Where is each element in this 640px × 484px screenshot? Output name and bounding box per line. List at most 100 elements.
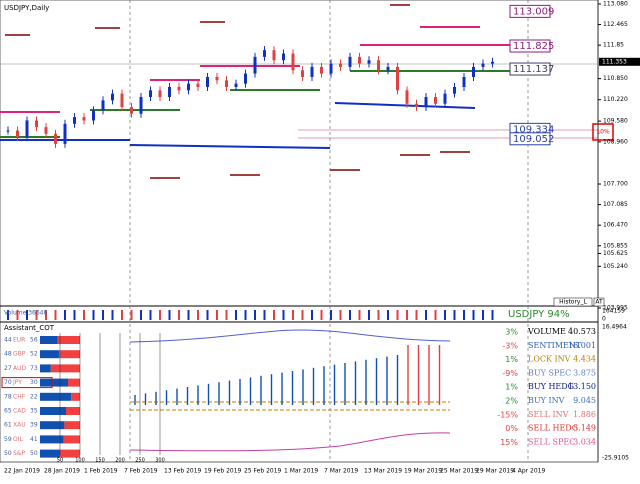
y-tick-label: 108.960 [603, 138, 628, 145]
candle [111, 93, 114, 101]
candle [405, 90, 409, 104]
y-tick-label: 110.850 [603, 75, 628, 82]
x-tick-label: 29 Mar 2019 [476, 468, 514, 475]
stat-name: VOLUME [527, 327, 566, 336]
x-tick-label: 13 Mar 2019 [364, 468, 402, 475]
x-tick-label: 13 Feb 2019 [164, 468, 202, 475]
volume-bar [387, 310, 389, 320]
volume-bar [102, 310, 104, 320]
candle [301, 70, 304, 77]
candle [472, 66, 475, 77]
y-tick-label: 109.580 [603, 118, 628, 125]
volume-bar [244, 310, 247, 320]
row-name: GBP [13, 351, 26, 358]
volume-bar [415, 310, 418, 320]
x-tick-label: 25 Feb 2019 [244, 468, 282, 475]
row-long: 59 [4, 436, 12, 443]
candle [92, 110, 95, 121]
candle [443, 93, 447, 104]
volume-bar [111, 310, 114, 320]
row-name: CAD [13, 408, 26, 415]
candle [225, 80, 228, 87]
candle [434, 97, 437, 104]
volume-bar [482, 310, 484, 320]
row-name: AUD [13, 365, 26, 372]
volume-bar [349, 310, 351, 320]
y-tick-label: 105.240 [603, 263, 628, 270]
stat-value: 40.573 [568, 327, 596, 336]
row-name: XAU [13, 422, 26, 429]
candle [329, 63, 333, 74]
current-price-box [599, 57, 640, 66]
button-label[interactable]: History_L [559, 299, 587, 306]
price-label: 111.825 [513, 41, 554, 52]
volume-bar [206, 310, 209, 320]
x-tick-label: 7 Mar 2019 [324, 468, 358, 475]
x-tick-label: 19 Mar 2019 [404, 468, 442, 475]
stat-value: 16.001 [568, 341, 596, 350]
stat-value: 1.886 [573, 410, 596, 419]
stat-value: 5.149 [573, 424, 596, 433]
volume-bar [292, 310, 294, 320]
y-tick-label: 110.220 [603, 96, 628, 103]
candle [386, 66, 390, 71]
row-short: 22 [30, 393, 38, 400]
row-long: 78 [4, 393, 12, 400]
stat-value: 9.045 [573, 396, 596, 405]
short-bar [71, 392, 80, 401]
volume-bar [64, 310, 66, 320]
y-tick-label: 106.470 [603, 222, 628, 229]
candle [196, 83, 200, 87]
stat-name: SELL INV [528, 410, 569, 419]
button[interactable] [593, 297, 605, 307]
candle [348, 56, 352, 67]
candle [491, 61, 494, 64]
button[interactable] [553, 297, 593, 307]
candle [187, 83, 190, 91]
volume-bar [235, 310, 237, 320]
alert-box [592, 123, 614, 141]
candle [339, 63, 342, 67]
short-bar [64, 421, 80, 430]
volume-bar [273, 310, 275, 320]
row-name: EUR [13, 337, 25, 344]
candle [177, 86, 181, 91]
row-short: 35 [30, 408, 38, 415]
short-bar [66, 407, 80, 415]
stat-pct: 15% [500, 438, 518, 447]
volume-bar [35, 310, 38, 320]
candle [377, 60, 380, 71]
row-long: 48 [4, 351, 12, 358]
long-bar [40, 378, 68, 387]
x-tick-label: 25 Mar 2019 [440, 468, 478, 475]
dashes [5, 4, 470, 179]
candle [263, 50, 266, 57]
volume-bar [463, 310, 465, 320]
volume-bar [330, 310, 332, 320]
button-label[interactable]: AT [595, 299, 603, 306]
x-tick-label: 1 Mar 2019 [284, 468, 318, 475]
x-tick-label: 22 Jan 2019 [4, 468, 40, 475]
stat-name: BUY INV [528, 396, 565, 405]
candle [244, 73, 247, 84]
stat-value: 4.434 [573, 355, 596, 364]
candle [234, 83, 238, 87]
row-short: 50 [30, 450, 38, 457]
candle [25, 120, 29, 138]
candle [120, 93, 124, 108]
candle [101, 100, 105, 111]
candle [282, 53, 285, 61]
volume-bar [149, 310, 152, 320]
candle [44, 127, 48, 134]
y-tick-label: 105.855 [603, 242, 628, 249]
price-label: 109.334 [513, 124, 554, 135]
volume-bar [320, 310, 323, 320]
price-box [509, 132, 551, 146]
y-tick-label: 103.995 [603, 305, 628, 312]
candle [6, 130, 10, 132]
volume-bar [225, 310, 228, 320]
stat-pct: 2% [505, 397, 518, 406]
volume-bar [453, 310, 456, 320]
stat-value: 3.034 [573, 437, 596, 446]
stat-pct: 1% [505, 355, 518, 364]
